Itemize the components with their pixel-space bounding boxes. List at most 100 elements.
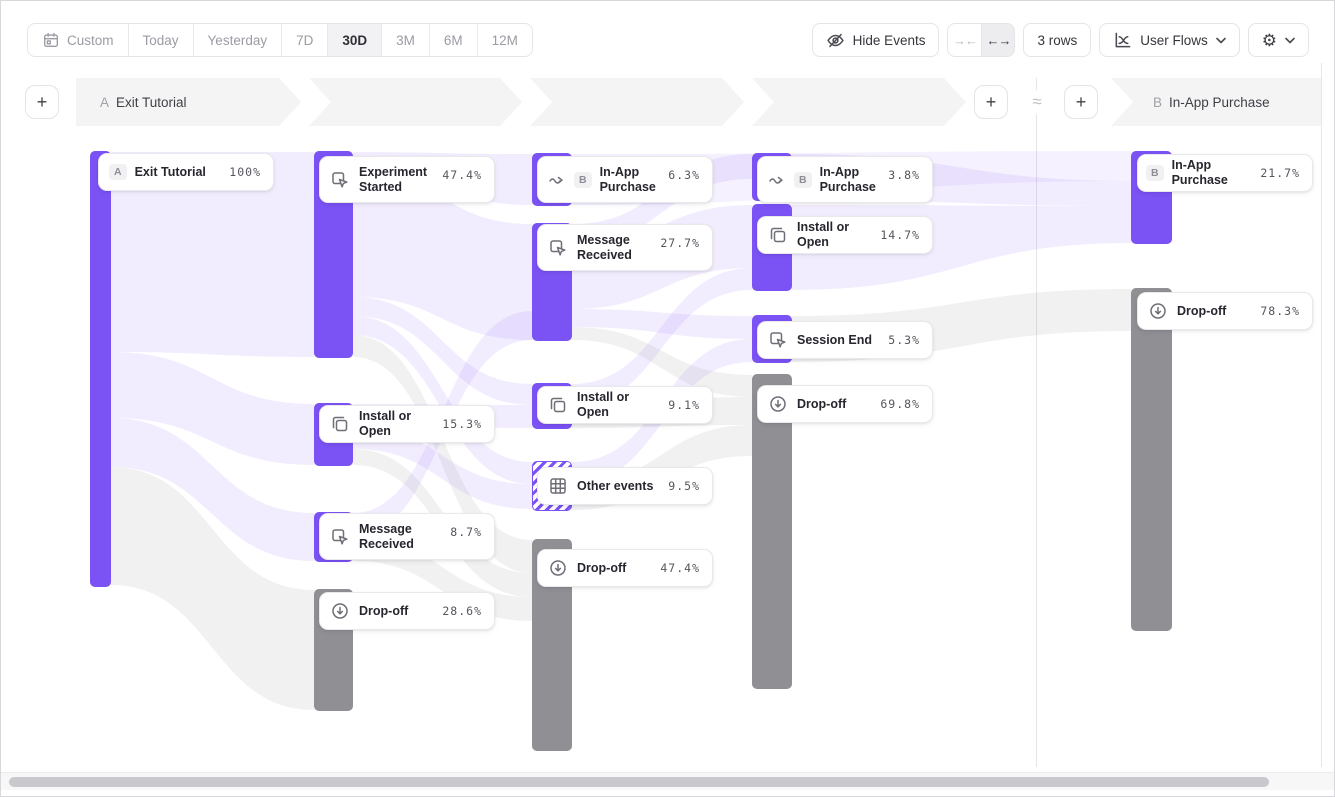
date-range-custom[interactable]: Custom xyxy=(28,24,129,56)
node-label: In-App Purchase xyxy=(819,164,876,194)
rows-button[interactable]: 3 rows xyxy=(1023,23,1092,57)
approx-icon: ≈ xyxy=(1025,90,1049,114)
node-label: Drop-off xyxy=(577,560,627,575)
date-range-label: Yesterday xyxy=(207,32,268,48)
flow-a-step-band xyxy=(309,78,522,126)
date-range-30d-selected[interactable]: 30D xyxy=(328,24,383,56)
node-value: 14.7% xyxy=(880,228,920,242)
settings-dropdown[interactable]: ⚙ xyxy=(1247,23,1309,57)
date-range-12m[interactable]: 12M xyxy=(478,24,532,56)
date-range-3m[interactable]: 3M xyxy=(382,24,430,56)
pointer-click-icon xyxy=(548,238,568,258)
node-card-other-events[interactable]: Other events 9.5% xyxy=(537,467,713,505)
expand-width-button[interactable]: ←→ xyxy=(981,24,1015,56)
plus-icon: + xyxy=(1075,91,1087,112)
node-label: Other events xyxy=(577,478,654,493)
hide-events-button[interactable]: Hide Events xyxy=(811,23,940,57)
add-step-left-button[interactable]: + xyxy=(25,85,59,119)
flow-separator-line xyxy=(1036,78,1037,767)
date-range-today[interactable]: Today xyxy=(129,24,194,56)
node-label: Drop-off xyxy=(797,396,847,411)
arrows-inward-icon: →← xyxy=(952,32,978,48)
node-label: Experiment Started xyxy=(359,164,428,194)
date-range-label: 7D xyxy=(296,32,314,48)
node-value: 47.4% xyxy=(442,168,482,182)
drop-off-icon xyxy=(548,558,568,578)
drop-off-icon xyxy=(330,601,350,621)
collapse-width-button[interactable]: →← xyxy=(948,24,981,56)
node-card-drop-off[interactable]: Drop-off 69.8% xyxy=(757,385,933,423)
copy-icon xyxy=(768,225,788,245)
node-value: 27.7% xyxy=(660,236,700,250)
node-value: 8.7% xyxy=(450,525,482,539)
node-card-session-end[interactable]: Session End 5.3% xyxy=(757,321,933,359)
event-badge-b: B xyxy=(794,171,812,188)
node-value: 6.3% xyxy=(668,168,700,182)
pointer-click-icon xyxy=(330,170,350,190)
plus-icon: + xyxy=(985,91,997,112)
event-badge-a: A xyxy=(109,164,127,180)
node-label: Message Received xyxy=(577,232,632,262)
node-card-message-received[interactable]: Message Received 27.7% xyxy=(537,224,713,271)
node-card-install-or-open[interactable]: Install or Open 15.3% xyxy=(319,405,495,443)
view-selector-label: User Flows xyxy=(1140,32,1208,48)
drop-off-icon xyxy=(1148,301,1168,321)
node-card-in-app-purchase-goal[interactable]: B In-App Purchase 21.7% xyxy=(1137,154,1313,192)
node-card-in-app-purchase[interactable]: B In-App Purchase 6.3% xyxy=(537,156,713,203)
node-card-drop-off-goal[interactable]: Drop-off 78.3% xyxy=(1137,292,1313,330)
date-range-control: Custom Today Yesterday 7D 30D 3M 6M 12M xyxy=(27,23,533,57)
node-card-message-received[interactable]: Message Received 8.7% xyxy=(319,513,495,560)
node-card-exit-tutorial[interactable]: A Exit Tutorial 100% xyxy=(98,153,274,191)
view-selector-dropdown[interactable]: User Flows xyxy=(1099,23,1240,57)
node-label: Install or Open xyxy=(359,409,412,438)
copy-icon xyxy=(330,414,350,434)
node-card-install-or-open[interactable]: Install or Open 14.7% xyxy=(757,216,933,254)
horizontal-scrollbar-thumb[interactable] xyxy=(9,777,1269,787)
sankey-bar-exit-tutorial[interactable] xyxy=(90,151,111,587)
node-label: Drop-off xyxy=(1177,303,1227,318)
node-label: Message Received xyxy=(359,521,414,551)
node-value: 47.4% xyxy=(660,561,700,575)
plus-icon: + xyxy=(36,91,48,112)
rows-label: 3 rows xyxy=(1037,32,1078,48)
drop-off-icon xyxy=(768,394,788,414)
flow-b-title: In-App Purchase xyxy=(1169,94,1270,110)
node-card-experiment-started[interactable]: Experiment Started 47.4% xyxy=(319,156,495,203)
horizontal-scrollbar-track[interactable] xyxy=(1,772,1334,790)
flow-b-header-band[interactable]: B In-App Purchase xyxy=(1111,78,1322,126)
add-step-middle-button[interactable]: + xyxy=(974,85,1008,119)
node-card-drop-off[interactable]: Drop-off 47.4% xyxy=(537,549,713,587)
node-value: 9.5% xyxy=(668,479,700,493)
sankey-bar-drop-off-goal[interactable] xyxy=(1131,288,1172,631)
hide-events-label: Hide Events xyxy=(852,32,926,48)
date-range-7d[interactable]: 7D xyxy=(282,24,329,56)
arrows-outward-icon: ←→ xyxy=(986,32,1011,48)
date-range-yesterday[interactable]: Yesterday xyxy=(194,24,283,56)
node-value: 3.8% xyxy=(888,168,920,182)
flow-ribbon xyxy=(111,467,314,710)
node-label: Session End xyxy=(797,332,873,347)
node-label: In-App Purchase xyxy=(599,164,656,194)
date-range-label: 30D xyxy=(342,32,368,48)
flow-a-step-band xyxy=(530,78,744,126)
chevron-down-icon xyxy=(1285,37,1295,44)
add-step-right-button[interactable]: + xyxy=(1064,85,1098,119)
eye-off-icon xyxy=(826,31,845,50)
flow-a-header-band[interactable]: A Exit Tutorial xyxy=(76,78,301,126)
flow-ribbon xyxy=(111,418,314,561)
node-card-drop-off[interactable]: Drop-off 28.6% xyxy=(319,592,495,630)
flow-ribbon xyxy=(111,352,314,465)
node-card-install-or-open[interactable]: Install or Open 9.1% xyxy=(537,386,713,424)
event-badge-b: B xyxy=(1146,165,1164,181)
pointer-click-icon xyxy=(330,527,350,547)
node-card-in-app-purchase[interactable]: B In-App Purchase 3.8% xyxy=(757,156,933,203)
sankey-bar-drop-off[interactable] xyxy=(752,374,792,689)
panel-right-border xyxy=(1321,63,1322,767)
node-value: 100% xyxy=(229,165,261,179)
node-value: 69.8% xyxy=(880,397,920,411)
date-range-6m[interactable]: 6M xyxy=(430,24,478,56)
flow-ribbon xyxy=(353,297,532,405)
flow-a-step-band xyxy=(752,78,966,126)
grid-icon xyxy=(548,476,568,496)
node-value: 21.7% xyxy=(1260,166,1300,180)
